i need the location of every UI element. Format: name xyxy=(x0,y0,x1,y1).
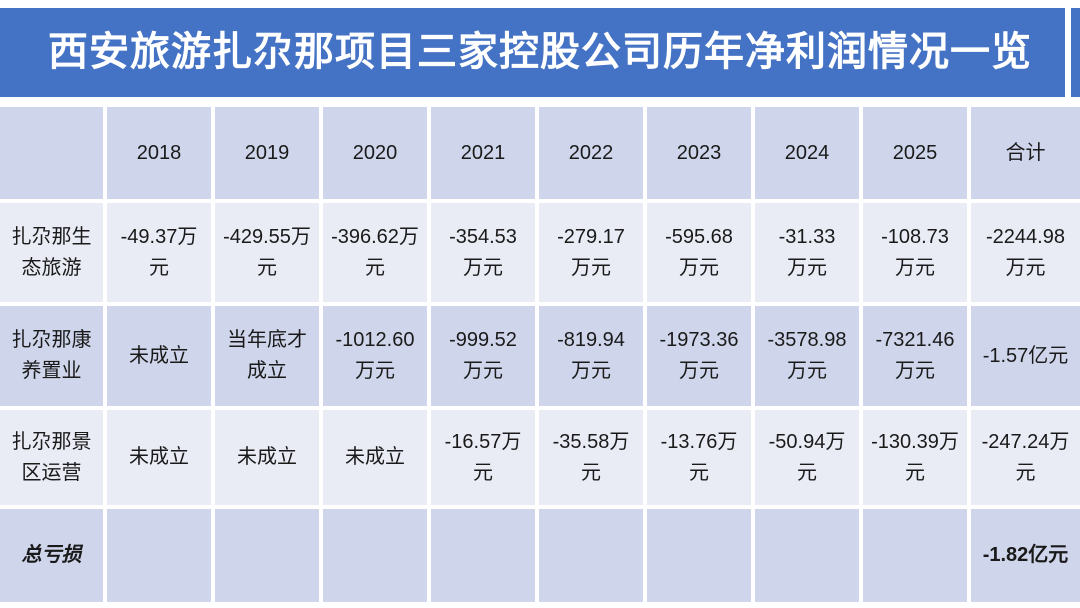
value-cell: 未成立 xyxy=(107,306,211,406)
value-cell: -49.37万 元 xyxy=(107,203,211,302)
value-cell: 当年底才 成立 xyxy=(215,306,319,406)
column-header-2021: 2021 xyxy=(431,107,535,199)
value-cell: -3578.98 万元 xyxy=(755,306,859,406)
column-header-2025: 2025 xyxy=(863,107,967,199)
row-label-wellness-realty: 扎尕那康 养置业 xyxy=(0,306,103,406)
value-cell: 未成立 xyxy=(215,410,319,505)
value-cell: -7321.46 万元 xyxy=(863,306,967,406)
title-banner: 西安旅游扎尕那项目三家控股公司历年净利润情况一览 xyxy=(0,8,1080,97)
column-header-2024: 2024 xyxy=(755,107,859,199)
net-profit-table: 2018 2019 2020 2021 2022 2023 2024 2025 … xyxy=(0,107,1080,602)
value-cell: -50.94万 元 xyxy=(755,410,859,505)
banner-notch-divider xyxy=(1065,8,1071,97)
value-cell xyxy=(647,509,751,602)
value-cell xyxy=(755,509,859,602)
row-label-total-loss: 总亏损 xyxy=(0,509,103,602)
column-header-2020: 2020 xyxy=(323,107,427,199)
row-label-ecotourism: 扎尕那生 态旅游 xyxy=(0,203,103,302)
row-label-scenic-operations: 扎尕那景 区运营 xyxy=(0,410,103,505)
value-cell: -108.73 万元 xyxy=(863,203,967,302)
table-corner-cell xyxy=(0,107,103,199)
value-cell xyxy=(323,509,427,602)
value-cell: -13.76万 元 xyxy=(647,410,751,505)
value-cell xyxy=(863,509,967,602)
value-cell: -130.39万 元 xyxy=(863,410,967,505)
value-cell: -2244.98 万元 xyxy=(971,203,1080,302)
column-header-2018: 2018 xyxy=(107,107,211,199)
value-cell: -429.55万 元 xyxy=(215,203,319,302)
value-cell: -396.62万 元 xyxy=(323,203,427,302)
value-cell: 未成立 xyxy=(323,410,427,505)
value-cell: -354.53 万元 xyxy=(431,203,535,302)
value-cell: -35.58万 元 xyxy=(539,410,643,505)
value-cell: -819.94 万元 xyxy=(539,306,643,406)
value-cell: -1973.36 万元 xyxy=(647,306,751,406)
value-cell: -279.17 万元 xyxy=(539,203,643,302)
value-cell: -1012.60 万元 xyxy=(323,306,427,406)
column-header-2023: 2023 xyxy=(647,107,751,199)
value-cell: -31.33 万元 xyxy=(755,203,859,302)
value-cell: -595.68 万元 xyxy=(647,203,751,302)
value-cell: -16.57万 元 xyxy=(431,410,535,505)
value-cell xyxy=(539,509,643,602)
value-cell xyxy=(431,509,535,602)
column-header-total: 合计 xyxy=(971,107,1080,199)
total-loss-value-cell: -1.82亿元 xyxy=(971,509,1080,602)
value-cell: -999.52 万元 xyxy=(431,306,535,406)
column-header-2019: 2019 xyxy=(215,107,319,199)
value-cell: -1.57亿元 xyxy=(971,306,1080,406)
value-cell xyxy=(107,509,211,602)
page-title: 西安旅游扎尕那项目三家控股公司历年净利润情况一览 xyxy=(48,30,1032,74)
value-cell: 未成立 xyxy=(107,410,211,505)
value-cell xyxy=(215,509,319,602)
column-header-2022: 2022 xyxy=(539,107,643,199)
value-cell: -247.24万 元 xyxy=(971,410,1080,505)
